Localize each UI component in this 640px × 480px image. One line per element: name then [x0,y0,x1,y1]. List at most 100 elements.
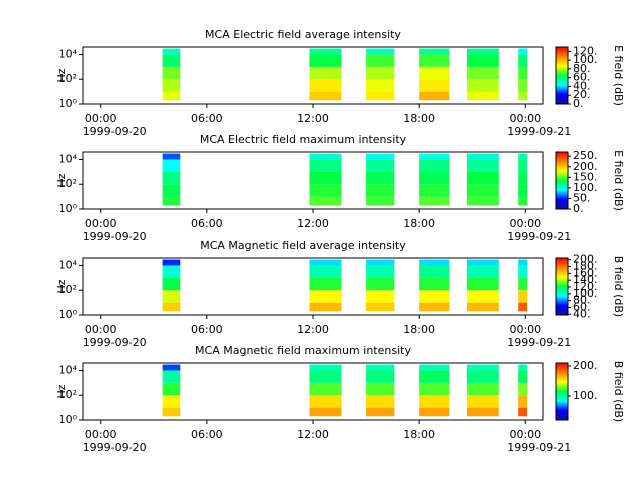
spectrogram-cell [419,171,450,185]
x-tick-label: 00:00 [85,112,117,125]
spectrogram-cell [309,277,342,291]
y-tick-label: 10² [59,72,77,85]
spectrogram-cell [419,277,450,291]
chart-title: MCA Electric field average intensity [205,28,401,41]
spectrogram-cell [162,54,181,67]
spectrogram-cell [518,91,528,101]
spectrogram-cell [162,91,181,101]
colorbar-tick-label: 20. [573,88,591,101]
x-tick-label: 12:00 [297,217,329,230]
spectrogram-cell [419,395,450,408]
x-tick-label: 00:00 [509,112,541,125]
colorbar-tick-label: 200. [573,160,598,173]
spectrogram-cell [162,79,181,92]
spectrogram-cell [366,277,395,291]
colorbar-tick-label: 0. [573,202,584,215]
spectrogram-cell [419,153,450,160]
colorbar-tick-label: 80. [573,294,591,307]
spectrogram-cell [419,259,450,266]
colorbar-label: E field (dB) [612,45,625,106]
spectrogram-cell [518,370,528,383]
spectrogram-cell [419,265,450,278]
colorbar-tick-label: 0. [573,97,584,110]
spectrogram-cell [466,382,499,396]
colorbar-tick-label: 140. [573,273,598,286]
spectrogram-cell [466,66,499,80]
colorbar-tick-label: 180. [573,260,598,273]
x-tick-label: 00:00 [85,428,117,441]
spectrogram-cell [162,382,181,396]
spectrogram-cell [162,196,181,206]
colorbar-tick-label: 250. [573,149,598,162]
y-tick-label: 10⁴ [59,258,78,271]
spectrogram-cell [309,395,342,408]
spectrogram-cell [466,265,499,278]
spectrogram-cell [466,159,499,172]
spectrogram-cell [466,259,499,266]
spectrogram-cell [466,184,499,197]
spectrogram-cell [309,159,342,172]
y-tick-label: 10⁰ [59,202,78,215]
spectrogram-cell [162,153,181,160]
spectrogram-cell [518,395,528,408]
colorbar-tick-label: 150. [573,170,598,183]
x-tick-label: 18:00 [403,217,435,230]
spectrogram-cell [419,302,450,312]
spectrogram-cell [419,54,450,67]
colorbar-label: B field (dB) [612,361,625,422]
spectrogram-cell [309,153,342,160]
spectrogram-cell [309,91,342,101]
x-tick-label: 06:00 [191,428,223,441]
spectrogram-cell [366,91,395,101]
colorbar-tick-label: 40. [573,79,591,92]
y-tick-label: 10² [59,177,77,190]
spectrogram-cell [518,79,528,92]
spectrogram-cell [366,184,395,197]
spectrogram-cell [419,407,450,417]
x-tick-label: 00:00 [85,323,117,336]
spectrogram-cell [518,277,528,291]
colorbar-tick-label: 120. [573,280,598,293]
spectrogram-cell [162,407,181,417]
y-tick-label: 10⁴ [59,47,78,60]
x-date-label: 1999-09-20 [83,336,147,349]
spectrogram-cell [366,171,395,185]
spectrogram-cell [518,159,528,172]
spectrogram-cell [366,66,395,80]
y-tick-label: 10⁰ [59,308,78,321]
x-date-label: 1999-09-21 [507,125,571,138]
chart-title: MCA Magnetic field average intensity [200,239,406,252]
spectrogram-cell [419,79,450,92]
spectrogram-cell [419,382,450,396]
colorbar-tick-label: 200. [573,359,598,372]
spectrogram-cell [162,48,181,55]
spectrogram-cell [466,153,499,160]
spectrogram-cell [419,91,450,101]
spectrogram-cell [309,302,342,312]
colorbar-tick-label: 100. [573,287,598,300]
spectrogram-cell [419,196,450,206]
colorbar-tick-label: 50. [573,191,591,204]
x-tick-label: 18:00 [403,323,435,336]
y-tick-label: 10⁴ [59,363,78,376]
spectrogram-cell [518,302,528,312]
spectrogram-cell [419,364,450,371]
y-axis-label: Hz [55,68,68,82]
spectrogram-cell [162,370,181,383]
spectrogram-cell [162,290,181,303]
colorbar-tick-label: 60. [573,300,591,313]
spectrogram-cell [309,259,342,266]
spectrogram-cell [518,171,528,185]
x-tick-label: 06:00 [191,323,223,336]
x-tick-label: 18:00 [403,112,435,125]
y-tick-label: 10⁰ [59,97,78,110]
x-tick-label: 12:00 [297,323,329,336]
spectrogram-cell [466,302,499,312]
x-date-label: 1999-09-21 [507,441,571,454]
x-date-label: 1999-09-21 [507,230,571,243]
x-tick-label: 12:00 [297,428,329,441]
spectrogram-cell [518,259,528,266]
colorbar-tick-label: 40. [573,307,591,320]
spectrogram-cell [466,277,499,291]
spectrogram-cell [518,290,528,303]
